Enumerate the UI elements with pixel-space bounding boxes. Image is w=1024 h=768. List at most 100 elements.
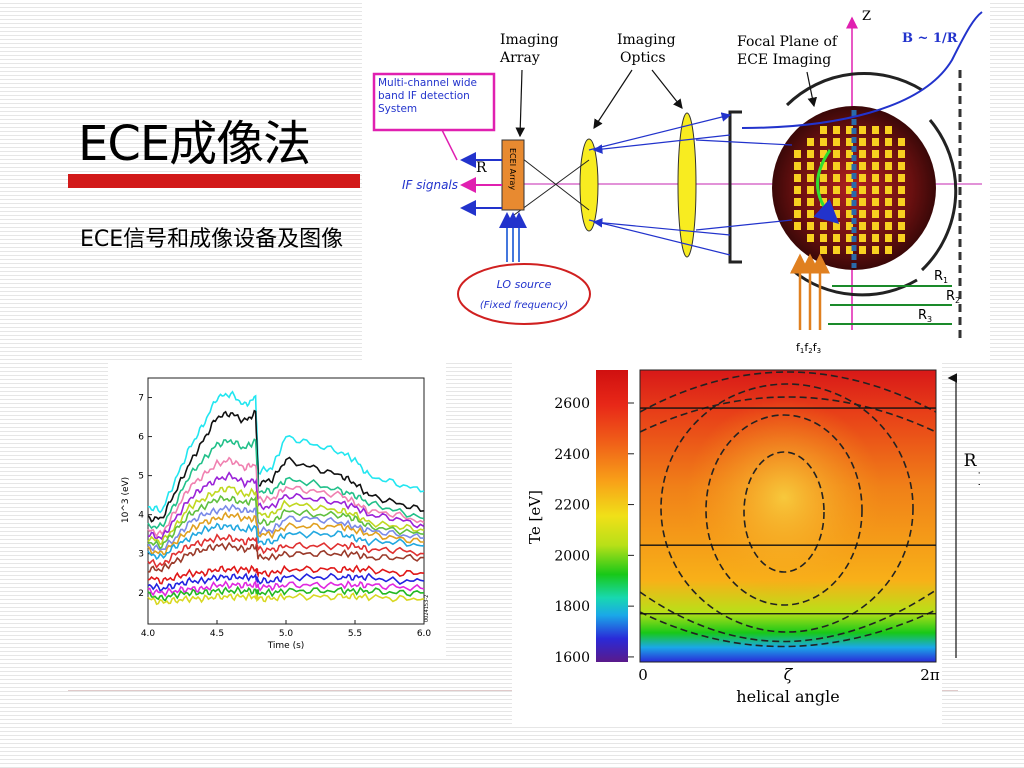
imaging-grid-cell [820, 150, 827, 158]
z-axis-label: Z [862, 9, 871, 24]
imaging-grid-cell [859, 210, 866, 218]
te-helical-heatmap: 1600 1800 2000 2200 2400 2600 Te [eV] 0 ζ 2π … [512, 362, 942, 724]
outer-arc-bottom [791, 268, 918, 297]
timeseries-xlabel: Time (s) [267, 641, 305, 651]
detection-system-label: Multi-channel wide band IF detection Sys… [378, 77, 477, 115]
imaging-grid-cell [820, 246, 827, 254]
imaging-grid-cell [872, 246, 879, 254]
imaging-grid-cell [898, 210, 905, 218]
imaging-grid-cell [833, 138, 840, 146]
imaging-grid-cell [846, 246, 853, 254]
heatmap-ytick-label: 2400 [554, 447, 590, 463]
imaging-grid-cell [807, 234, 814, 242]
focal-plane-label-1: Focal Plane of [737, 34, 839, 50]
ece-imaging-schematic: Z B ~ 1/R ECEI Array IF signals R Multi-… [362, 0, 990, 362]
imaging-grid-cell [846, 198, 853, 206]
imaging-array-label-1: Imaging [500, 32, 559, 48]
b-relation-label: B ~ 1/R [902, 31, 958, 46]
heatmap-xtick-2: 2π [920, 666, 940, 684]
r-axis-arrow: R R [947, 373, 980, 658]
r1-label: R1 [934, 269, 948, 285]
heatmap-ytick-label: 2600 [554, 396, 590, 412]
imaging-grid-cell [807, 162, 814, 170]
imaging-grid-cell [859, 198, 866, 206]
r2-label: R2 [946, 289, 960, 305]
timeseries-ytick-label: 4 [138, 511, 144, 521]
heatmap-ytick-label: 1800 [554, 599, 590, 615]
heatmap-xtick-0: 0 [638, 666, 648, 684]
imaging-grid-cell [885, 186, 892, 194]
rotation-arrow [813, 149, 840, 225]
imaging-array-label-2: Array [499, 50, 540, 66]
timeseries-ytick-label: 7 [138, 394, 144, 404]
imaging-grid-cell [820, 234, 827, 242]
imaging-grid-cell [885, 126, 892, 134]
imaging-grid-cell [872, 162, 879, 170]
imaging-grid-cell [872, 186, 879, 194]
imaging-grid-cell [833, 198, 840, 206]
imaging-grid-cell [807, 150, 814, 158]
ecei-array [501, 139, 525, 211]
timeseries-ytick-label: 6 [138, 433, 144, 443]
imaging-grid-cell [885, 162, 892, 170]
imaging-grid-cell [885, 246, 892, 254]
imaging-grid-cell [846, 234, 853, 242]
timeseries-line [147, 533, 425, 569]
imaging-grid-cell [807, 174, 814, 182]
imaging-grid-cell [885, 174, 892, 182]
imaging-lens-1 [579, 138, 599, 232]
timeseries-line [147, 564, 425, 585]
imaging-grid-cell [846, 222, 853, 230]
imaging-grid-cell [820, 222, 827, 230]
imaging-grid-cell [885, 138, 892, 146]
imaging-grid-cell [820, 162, 827, 170]
timeseries-line [148, 541, 424, 573]
timeseries-line [147, 494, 425, 550]
imaging-grid-cell [846, 126, 853, 134]
imaging-optics-label-1: Imaging [617, 32, 676, 48]
imaging-grid-cell [898, 174, 905, 182]
heatmap-ytick-label: 2000 [554, 548, 590, 564]
imaging-grid-cell [885, 210, 892, 218]
imaging-grid-cell [859, 186, 866, 194]
imaging-grid [794, 110, 905, 268]
imaging-grid-cell [885, 198, 892, 206]
imaging-grid-cell [794, 198, 801, 206]
slide-subtitle: ECE信号和成像设备及图像 [80, 227, 344, 252]
timeseries-xtick-label: 4.5 [210, 629, 224, 639]
timeseries-line [147, 585, 425, 602]
heatmap-ytick-label: 2200 [554, 498, 590, 514]
imaging-grid-cell [859, 150, 866, 158]
timeseries-xtick-label: 5.5 [348, 629, 362, 639]
ecei-array-label: ECEI Array [508, 148, 517, 190]
imaging-grid-cell [833, 162, 840, 170]
imaging-grid-cell [833, 174, 840, 182]
title-underline-bar [68, 174, 360, 188]
heatmap-colorbar [596, 370, 628, 662]
imaging-grid-cell [846, 150, 853, 158]
imaging-grid-cell [833, 234, 840, 242]
imaging-grid-cell [898, 150, 905, 158]
imaging-grid-cell [846, 162, 853, 170]
imaging-grid-cell [859, 246, 866, 254]
imaging-grid-cell [820, 186, 827, 194]
imaging-lens-2 [677, 112, 697, 258]
imaging-grid-cell [898, 162, 905, 170]
imaging-grid-cell [833, 186, 840, 194]
outer-arc-right [920, 119, 958, 272]
imaging-grid-cell [833, 150, 840, 158]
timeseries-xtick-label: 6.0 [417, 629, 432, 639]
flux-contours [639, 371, 937, 648]
timeseries-line [147, 522, 425, 561]
timeseries-line [147, 485, 425, 546]
timeseries-annotation: 0024153-2 [424, 595, 430, 622]
imaging-grid-cell [833, 222, 840, 230]
imaging-grid-cell [820, 126, 827, 134]
imaging-grid-cell [872, 210, 879, 218]
imaging-optics-label-2: Optics [620, 50, 666, 66]
timeseries-xtick-label: 5.0 [279, 629, 294, 639]
imaging-grid-cell [794, 162, 801, 170]
imaging-grid-cell [794, 186, 801, 194]
b-field-curve [741, 11, 983, 129]
